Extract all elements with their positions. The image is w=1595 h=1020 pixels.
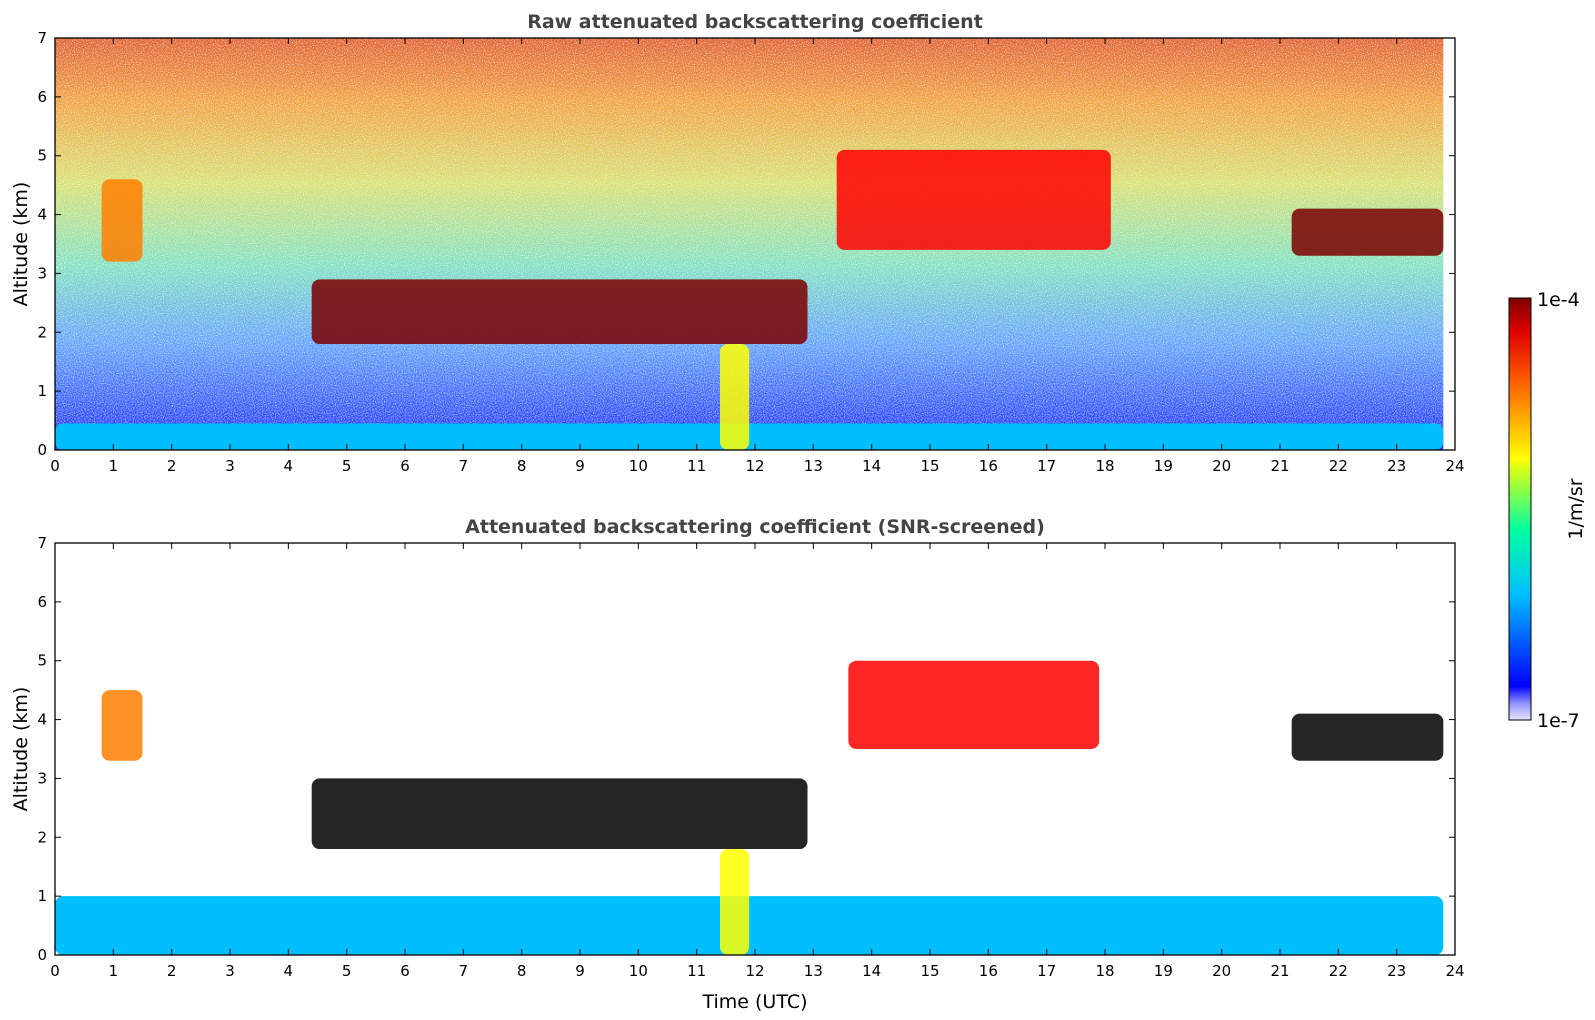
panel1-ylabel: Altitude (km)	[10, 182, 32, 307]
feature-cloud_layer	[1291, 713, 1444, 761]
x-tick-label: 4	[284, 962, 294, 980]
x-tick-label: 8	[517, 962, 527, 980]
panel1-heatmap	[55, 38, 1444, 450]
panel2-x-ticks: 0 1 2 3 4 5 6 7 8 9 10 11 12 13 14 15 16 17 18 19 20 21 22 23 24	[50, 543, 1465, 980]
x-tick-label: 1	[109, 457, 119, 475]
x-tick-label: 10	[629, 962, 648, 980]
x-tick-label: 19	[1154, 962, 1173, 980]
y-tick-label: 2	[37, 828, 47, 846]
y-tick-label: 3	[37, 769, 47, 787]
x-tick-label: 4	[284, 457, 294, 475]
x-tick-label: 21	[1270, 962, 1289, 980]
panel2-frame	[54, 542, 1456, 956]
x-tick-label: 9	[575, 962, 585, 980]
feature-cloud_layer	[311, 778, 808, 850]
x-tick-label: 22	[1329, 457, 1348, 475]
y-tick-label: 4	[37, 206, 47, 224]
panel1-y-ticks: 0 1 2 3 4 5 6 7	[37, 29, 1455, 459]
x-tick-label: 23	[1387, 962, 1406, 980]
panel2-ylabel: Altitude (km)	[10, 687, 32, 812]
x-tick-label: 22	[1329, 962, 1348, 980]
panel-raw: Raw attenuated backscattering coefficien…	[10, 11, 1465, 475]
x-tick-label: 24	[1445, 962, 1464, 980]
y-tick-label: 7	[37, 534, 47, 552]
x-tick-label: 17	[1037, 457, 1056, 475]
x-tick-label: 5	[342, 457, 352, 475]
x-tick-label: 11	[687, 457, 706, 475]
x-tick-label: 15	[920, 962, 939, 980]
colorbar-gradient	[1508, 297, 1532, 721]
panel1-title: Raw attenuated backscattering coefficien…	[527, 11, 983, 33]
x-tick-label: 14	[862, 457, 881, 475]
x-tick-label: 7	[459, 962, 469, 980]
colorbar: 1e-4 1e-7 1/m/sr	[1508, 289, 1587, 732]
feature-aerosol_patch	[101, 690, 143, 761]
y-tick-label: 3	[37, 264, 47, 282]
x-tick-label: 9	[575, 457, 585, 475]
y-tick-label: 0	[37, 441, 47, 459]
y-tick-label: 5	[37, 147, 47, 165]
x-tick-label: 6	[400, 962, 410, 980]
x-tick-label: 5	[342, 962, 352, 980]
x-tick-label: 0	[50, 457, 60, 475]
panel2-heatmap	[55, 660, 1444, 955]
y-tick-label: 6	[37, 88, 47, 106]
x-tick-label: 16	[979, 962, 998, 980]
x-tick-label: 24	[1445, 457, 1464, 475]
x-tick-label: 2	[167, 962, 177, 980]
x-tick-label: 3	[225, 962, 235, 980]
panel2-xlabel: Time (UTC)	[701, 991, 807, 1013]
x-tick-label: 14	[862, 962, 881, 980]
feature-aerosol_patch	[101, 179, 143, 262]
x-tick-label: 18	[1095, 457, 1114, 475]
panel2-y-ticks: 0 1 2 3 4 5 6 7	[37, 534, 1455, 964]
colorbar-unit-label: 1/m/sr	[1565, 478, 1587, 539]
x-tick-label: 21	[1270, 457, 1289, 475]
x-tick-label: 12	[745, 962, 764, 980]
x-tick-label: 12	[745, 457, 764, 475]
x-tick-label: 13	[804, 457, 823, 475]
y-tick-label: 7	[37, 29, 47, 47]
y-tick-label: 0	[37, 946, 47, 964]
panel-snr-screened: Attenuated backscattering coefficient (S…	[10, 516, 1465, 1013]
x-tick-label: 23	[1387, 457, 1406, 475]
y-tick-label: 4	[37, 711, 47, 729]
x-tick-label: 8	[517, 457, 527, 475]
x-tick-label: 20	[1212, 457, 1231, 475]
x-tick-label: 18	[1095, 962, 1114, 980]
x-tick-label: 17	[1037, 962, 1056, 980]
y-tick-label: 1	[37, 887, 47, 905]
x-tick-label: 11	[687, 962, 706, 980]
colorbar-max-label: 1e-4	[1537, 289, 1580, 311]
colorbar-min-label: 1e-7	[1537, 710, 1580, 732]
x-tick-label: 7	[459, 457, 469, 475]
x-tick-label: 3	[225, 457, 235, 475]
x-tick-label: 1	[109, 962, 119, 980]
feature-precipitation	[720, 344, 750, 450]
feature-thin_cloud	[836, 149, 1111, 250]
feature-cloud_layer	[1291, 208, 1444, 256]
x-tick-label: 13	[804, 962, 823, 980]
x-tick-label: 10	[629, 457, 648, 475]
y-tick-label: 1	[37, 382, 47, 400]
feature-cloud_layer	[311, 279, 808, 345]
panel1-image	[55, 38, 1444, 450]
x-tick-label: 16	[979, 457, 998, 475]
x-tick-label: 6	[400, 457, 410, 475]
panel2-image	[55, 660, 1444, 955]
panel2-title: Attenuated backscattering coefficient (S…	[465, 516, 1045, 538]
x-tick-label: 0	[50, 962, 60, 980]
feature-thin_cloud	[848, 660, 1100, 749]
y-tick-label: 5	[37, 652, 47, 670]
feature-precipitation	[720, 849, 750, 955]
y-tick-label: 6	[37, 593, 47, 611]
x-tick-label: 15	[920, 457, 939, 475]
x-tick-label: 20	[1212, 962, 1231, 980]
y-tick-label: 2	[37, 323, 47, 341]
x-tick-label: 19	[1154, 457, 1173, 475]
x-tick-label: 2	[167, 457, 177, 475]
panel1-x-ticks: 0 1 2 3 4 5 6 7 8 9 10 11 12 13 14 15 16 17 18 19 20 21 22 23 24	[50, 38, 1465, 475]
